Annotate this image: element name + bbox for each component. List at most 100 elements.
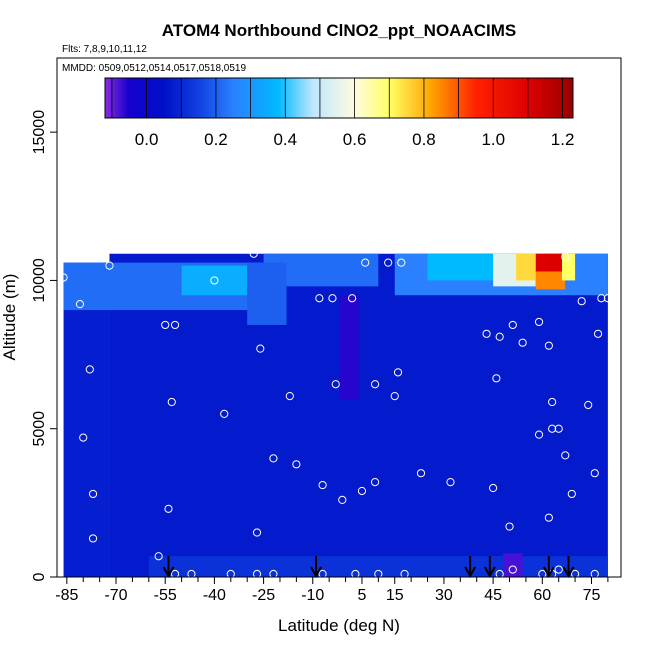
heatmap-cell xyxy=(181,265,248,296)
x-tick-label: -70 xyxy=(104,587,127,604)
colorbar: 0.0 0.2 0.4 0.6 0.8 1.0 1.2 xyxy=(104,77,575,149)
sample-point xyxy=(252,528,262,537)
sample-point xyxy=(374,569,383,577)
sample-point xyxy=(400,569,409,577)
sample-point xyxy=(361,258,370,267)
sample-point xyxy=(548,397,557,407)
sample-point xyxy=(489,483,498,493)
sample-point xyxy=(613,386,621,395)
dates-label: MMDD: 0509,0512,0514,0517,0518,0519 xyxy=(62,63,246,74)
sample-point xyxy=(170,569,180,577)
flights-label: Flts: 7,8,9,10,11,12 xyxy=(62,44,147,55)
heatmap-field xyxy=(63,253,608,577)
sample-point xyxy=(554,565,563,574)
colorbar-tick-lines xyxy=(111,78,563,118)
sample-point xyxy=(105,261,114,270)
sample-point xyxy=(285,391,294,401)
x-tick-label: 60 xyxy=(533,587,551,604)
sample-point xyxy=(220,409,229,418)
sample-point xyxy=(390,391,399,401)
profile-arrow xyxy=(162,556,175,579)
sample-point xyxy=(88,534,98,543)
sample-point xyxy=(210,276,219,285)
x-tick-label: -40 xyxy=(203,587,226,604)
sample-point xyxy=(508,565,517,574)
sample-point xyxy=(292,460,301,469)
sample-point xyxy=(357,486,367,496)
colorbar-tick-label: 1.2 xyxy=(551,130,575,149)
sample-point xyxy=(88,489,98,499)
profile-arrow xyxy=(483,556,496,579)
sample-point xyxy=(534,430,544,439)
sample-point xyxy=(59,273,68,282)
plot-frame xyxy=(56,57,622,578)
y-tick-label: 10000 xyxy=(31,258,48,303)
sample-point xyxy=(318,480,327,490)
colorbar-tick-label: 0.8 xyxy=(412,130,436,149)
x-axis-label: Latitude (deg N) xyxy=(278,616,400,635)
x-axis: -85 -70 -55 -40 -25 -10 5 15 30 45 60 75 xyxy=(55,577,609,604)
sample-point xyxy=(508,320,517,330)
sample-point xyxy=(170,320,180,330)
sample-point xyxy=(328,294,337,303)
sample-point xyxy=(269,569,278,577)
sample-point xyxy=(187,569,196,577)
sample-point xyxy=(393,368,403,377)
colorbar-gradient xyxy=(104,77,574,119)
sample-point xyxy=(315,294,324,303)
sample-point xyxy=(577,297,586,306)
profile-arrow xyxy=(464,556,477,579)
sample-point xyxy=(482,329,491,338)
sample-point xyxy=(534,317,544,327)
sample-point xyxy=(351,569,360,577)
x-tick-label: 5 xyxy=(358,587,367,604)
sample-point xyxy=(570,569,580,577)
sample-point xyxy=(590,469,599,478)
heatmap-cell xyxy=(339,295,359,400)
sample-point xyxy=(593,329,603,338)
sample-point xyxy=(167,397,176,407)
heatmap-cell xyxy=(502,553,523,577)
x-tick-label: -55 xyxy=(154,587,177,604)
sample-point xyxy=(495,569,504,577)
sample-point xyxy=(505,522,514,531)
colorbar-tick-label: 0.0 xyxy=(135,130,159,149)
x-tick-label: -10 xyxy=(301,587,324,604)
chart-title: ATOM4 Northbound ClNO2_ppt_NOAACIMS xyxy=(162,21,516,40)
sample-point xyxy=(567,489,576,499)
sample-point xyxy=(269,454,278,463)
sample-point xyxy=(348,294,357,303)
sample-point xyxy=(590,569,599,577)
profile-arrow xyxy=(310,556,322,579)
sample-point xyxy=(495,332,504,341)
sample-point xyxy=(538,569,547,577)
sample-point xyxy=(561,252,570,261)
y-tick-label: 15000 xyxy=(31,110,48,155)
sample-point xyxy=(492,374,501,383)
sample-point xyxy=(584,400,593,410)
sample-point xyxy=(610,569,619,577)
sample-point xyxy=(397,258,406,267)
sample-point xyxy=(85,365,94,374)
sample-point xyxy=(249,249,258,258)
x-tick-label: 45 xyxy=(484,587,502,604)
sample-point xyxy=(331,380,340,389)
sample-point xyxy=(164,504,173,513)
sample-point xyxy=(446,477,455,487)
x-tick-label: -25 xyxy=(252,587,275,604)
colorbar-tick-label: 1.0 xyxy=(481,130,505,149)
heatmap-cell xyxy=(535,253,566,272)
y-tick-label: 0 xyxy=(31,572,48,581)
sample-point xyxy=(561,451,570,460)
sample-point xyxy=(252,569,262,577)
sample-point xyxy=(597,294,606,303)
x-tick-label: 75 xyxy=(583,587,601,604)
sample-point xyxy=(370,477,380,487)
x-tick-label: -85 xyxy=(55,587,78,604)
sample-point xyxy=(256,344,265,353)
sample-point xyxy=(370,380,380,389)
sample-point xyxy=(338,495,347,504)
sample-point xyxy=(79,433,88,442)
y-tick-label: 5000 xyxy=(31,411,48,447)
